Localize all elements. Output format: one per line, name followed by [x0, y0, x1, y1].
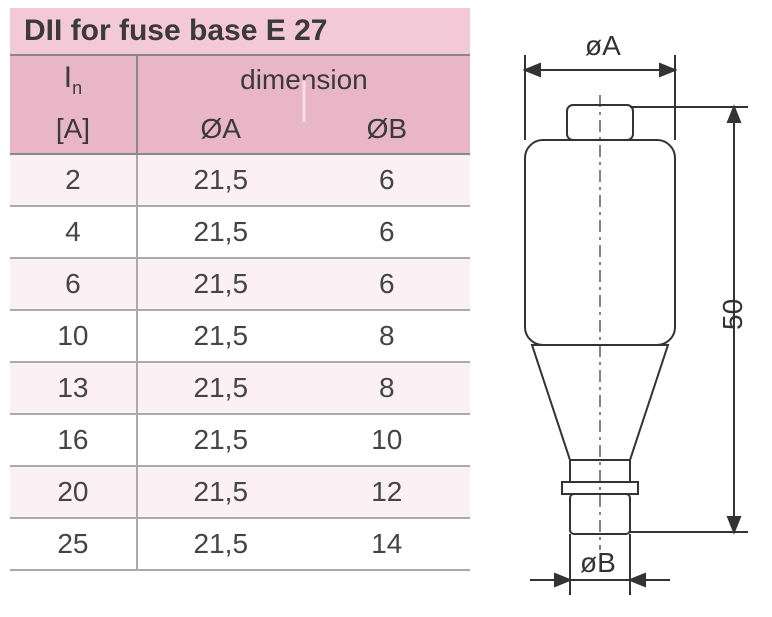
header-col-b: ØB — [304, 104, 470, 154]
cell-ob: 6 — [304, 258, 470, 310]
table-body: 221,56421,56621,561021,581321,581621,510… — [10, 154, 470, 570]
cell-in: 20 — [10, 466, 137, 518]
fuse-diagram-container: øA øB 50 — [470, 0, 772, 617]
table-title: DII for fuse base E 27 — [10, 8, 470, 56]
spec-table-container: DII for fuse base E 27 In dimension [A] — [0, 0, 470, 617]
cell-oa: 21,5 — [137, 154, 304, 206]
cell-ob: 6 — [304, 206, 470, 258]
cell-ob: 10 — [304, 414, 470, 466]
cell-in: 13 — [10, 362, 137, 414]
cell-ob: 6 — [304, 154, 470, 206]
dim-bottom-label: øB — [580, 547, 616, 578]
header-in: In — [10, 56, 137, 104]
header-col-a: ØA — [137, 104, 304, 154]
cell-ob: 8 — [304, 362, 470, 414]
dim-top-label: øA — [585, 30, 621, 61]
header-divider-icon — [302, 80, 305, 122]
cell-oa: 21,5 — [137, 258, 304, 310]
cell-in: 6 — [10, 258, 137, 310]
table-row: 221,56 — [10, 154, 470, 206]
cell-oa: 21,5 — [137, 362, 304, 414]
table-row: 421,56 — [10, 206, 470, 258]
table-row: 2521,514 — [10, 518, 470, 570]
table-row: 1021,58 — [10, 310, 470, 362]
header-in-unit: [A] — [10, 104, 137, 154]
cell-in: 2 — [10, 154, 137, 206]
dim-height-label: 50 — [717, 299, 748, 330]
fuse-diagram: øA øB 50 — [470, 0, 772, 617]
cell-ob: 8 — [304, 310, 470, 362]
table-row: 2021,512 — [10, 466, 470, 518]
table-row: 1621,510 — [10, 414, 470, 466]
cell-oa: 21,5 — [137, 414, 304, 466]
cell-in: 25 — [10, 518, 137, 570]
cell-oa: 21,5 — [137, 466, 304, 518]
spec-table: In dimension [A] ØA ØB 221,56421,56621,5… — [10, 56, 470, 571]
cell-oa: 21,5 — [137, 518, 304, 570]
header-in-symbol: In — [64, 61, 82, 94]
header-dimension: dimension — [137, 56, 470, 104]
table-row: 1321,58 — [10, 362, 470, 414]
cell-oa: 21,5 — [137, 310, 304, 362]
cell-in: 4 — [10, 206, 137, 258]
cell-ob: 12 — [304, 466, 470, 518]
cell-oa: 21,5 — [137, 206, 304, 258]
table-row: 621,56 — [10, 258, 470, 310]
cell-in: 16 — [10, 414, 137, 466]
cell-in: 10 — [10, 310, 137, 362]
cell-ob: 14 — [304, 518, 470, 570]
